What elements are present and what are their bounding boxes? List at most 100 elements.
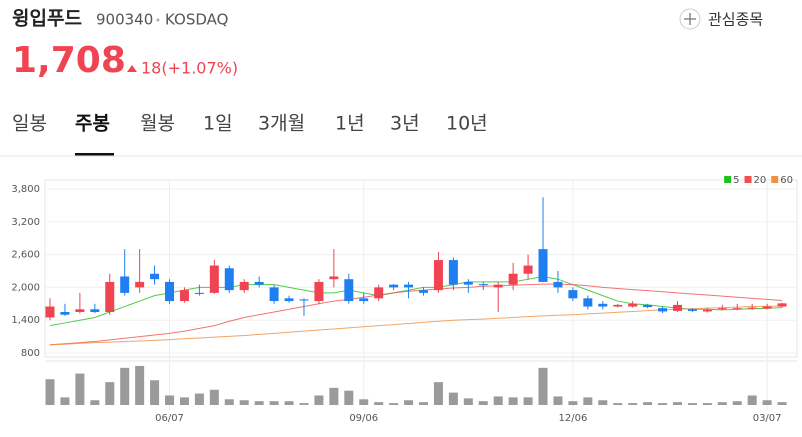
candle-body xyxy=(523,265,533,274)
x-tick-label: 09/06 xyxy=(349,413,378,424)
candle-body xyxy=(478,284,488,286)
candle-body xyxy=(194,292,204,294)
volume-bar xyxy=(374,402,384,405)
moving-average xyxy=(49,305,783,346)
candle-body xyxy=(254,281,264,285)
y-tick-label: 3,200 xyxy=(11,217,40,228)
volume-bar xyxy=(732,401,742,405)
candle-body xyxy=(344,279,354,302)
volume-bar xyxy=(508,397,518,405)
candle-body xyxy=(120,276,130,293)
candle-body xyxy=(777,303,787,307)
x-tick-label: 12/06 xyxy=(558,413,587,424)
watch-button[interactable]: 관심종목 xyxy=(708,11,763,29)
candle-body xyxy=(150,273,160,280)
legend-swatch xyxy=(744,176,752,183)
price: 1,708 xyxy=(12,40,126,81)
volume-bar xyxy=(135,365,145,405)
tab[interactable]: 3년 xyxy=(390,113,420,135)
candle-body xyxy=(553,281,563,288)
candle-body xyxy=(628,303,638,307)
volume-bar xyxy=(90,400,100,405)
candle-body xyxy=(643,304,653,308)
candle-body xyxy=(135,281,145,288)
candle-body xyxy=(419,290,428,293)
y-tick-label: 800 xyxy=(21,348,40,359)
volume-bar xyxy=(194,393,204,405)
candle-body xyxy=(239,281,249,291)
volume-bar xyxy=(209,389,219,405)
stock-code: 900340 xyxy=(96,11,153,29)
volume-bar xyxy=(717,402,727,405)
candle-body xyxy=(672,304,682,311)
candle-body xyxy=(687,309,697,311)
tab[interactable]: 10년 xyxy=(446,113,488,135)
tab[interactable]: 일봉 xyxy=(12,113,47,135)
volume-bar xyxy=(179,397,189,405)
tab[interactable]: 주봉 xyxy=(75,113,110,135)
candle-body xyxy=(329,276,339,280)
candle-body xyxy=(448,260,458,285)
legend-swatch xyxy=(771,176,779,183)
volume-bar xyxy=(702,403,712,405)
tab[interactable]: 1일 xyxy=(203,113,233,135)
candle-body xyxy=(284,298,294,302)
candle-body xyxy=(165,281,175,302)
volume-bar xyxy=(45,379,55,405)
y-tick-label: 2,000 xyxy=(11,282,40,293)
volume-bar xyxy=(762,400,772,405)
watch-icon[interactable] xyxy=(679,8,701,30)
volume-bar xyxy=(60,397,70,405)
candle-body xyxy=(568,290,578,299)
volume-bar xyxy=(75,373,85,405)
candle-body xyxy=(179,290,189,302)
volume-bar xyxy=(299,403,309,405)
candle-body xyxy=(314,281,324,302)
volume-bar xyxy=(105,382,115,405)
volume-bar xyxy=(463,398,473,405)
volume-bar xyxy=(254,401,264,405)
volume-bar xyxy=(404,400,414,405)
moving-average xyxy=(49,283,783,346)
stock-name: 윙입푸드 xyxy=(12,8,82,30)
candle-body xyxy=(717,308,727,310)
tab[interactable]: 3개월 xyxy=(258,113,305,135)
candle-body xyxy=(433,260,443,291)
candle-body xyxy=(598,303,608,307)
volume-bar xyxy=(643,402,653,405)
candle-body xyxy=(538,249,548,282)
separator xyxy=(156,18,160,22)
volume-bar xyxy=(120,367,130,405)
candle-body xyxy=(60,312,70,315)
volume-bar xyxy=(658,403,668,405)
candle-body xyxy=(404,284,414,288)
candle-body xyxy=(45,306,55,318)
volume-bar xyxy=(672,402,682,405)
volume-bar xyxy=(433,382,443,405)
volume-bar xyxy=(344,390,354,405)
y-tick-label: 2,600 xyxy=(11,250,40,261)
volume-bar xyxy=(165,395,175,405)
tab[interactable]: 1년 xyxy=(335,113,365,135)
volume-bar xyxy=(150,380,160,405)
volume-bar xyxy=(747,395,757,405)
volume-bar xyxy=(583,397,593,405)
candle-body xyxy=(613,304,623,307)
tab-underline xyxy=(75,153,114,156)
volume-bar xyxy=(269,401,279,405)
candle-body xyxy=(90,309,100,312)
candle-body xyxy=(269,287,279,302)
moving-average xyxy=(49,275,783,327)
x-tick-label: 03/07 xyxy=(753,413,782,424)
y-tick-label: 3,800 xyxy=(11,184,40,195)
candle-body xyxy=(75,309,85,312)
candle-body xyxy=(224,268,234,291)
candle-body xyxy=(583,298,593,307)
volume-bar xyxy=(419,402,428,405)
volume-bar xyxy=(329,387,339,405)
candle-body xyxy=(732,308,742,310)
volume-bar xyxy=(239,400,249,405)
plot-frame xyxy=(44,179,798,358)
volume-bar xyxy=(284,401,294,405)
tab[interactable]: 월봉 xyxy=(140,113,175,135)
